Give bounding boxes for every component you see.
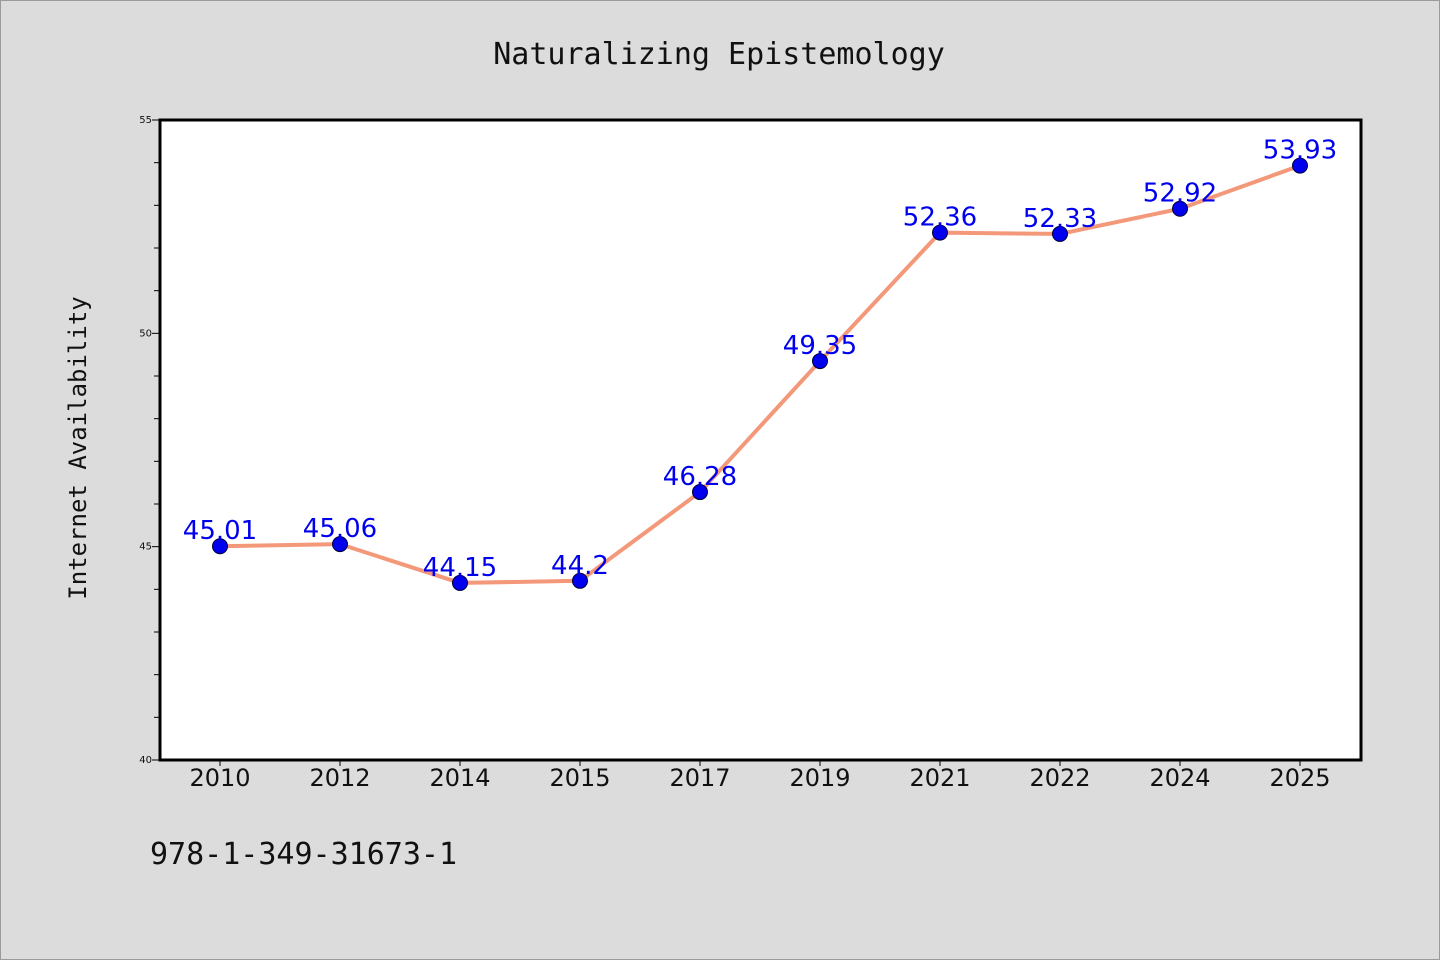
data-point [452, 574, 468, 591]
x-tick-label: 2024 [1149, 764, 1210, 792]
x-tick-label: 2022 [1029, 764, 1090, 792]
x-tick-label: 2025 [1269, 764, 1330, 792]
data-point [692, 484, 708, 501]
data-label: 52.92 [1143, 179, 1217, 209]
x-tick-label: 2010 [189, 764, 250, 792]
x-tick-label: 2012 [309, 764, 370, 792]
x-axis: 2010 2012 2014 2015 2017 2019 2021 2022 2024 2025 [189, 760, 1331, 792]
data-point [572, 572, 588, 589]
data-label: 44.15 [423, 553, 497, 583]
x-tick-label: 2015 [549, 764, 610, 792]
data-label: 52.33 [1023, 204, 1097, 234]
x-tick-label: 2021 [909, 764, 970, 792]
y-tick-label: 40 [139, 755, 152, 766]
y-axis-label: Internet Availability [64, 296, 92, 599]
x-tick-label: 2019 [789, 764, 850, 792]
data-label: 45.01 [183, 516, 257, 546]
y-axis: 40 45 50 55 [139, 115, 160, 766]
x-tick-label: 2017 [669, 764, 730, 792]
data-point [932, 224, 948, 241]
data-label: 53.93 [1263, 136, 1337, 166]
data-point [212, 538, 228, 555]
data-point [1172, 200, 1188, 217]
x-tick-label: 2014 [429, 764, 490, 792]
data-label: 44.2 [551, 551, 609, 581]
series-line [218, 163, 1302, 585]
data-label: 45.06 [303, 514, 377, 544]
plot-area [158, 118, 1363, 762]
y-tick-label: 45 [139, 542, 152, 553]
data-point [812, 353, 828, 370]
data-point [1292, 157, 1308, 174]
footer-code: 978-1-349-31673-1 [150, 837, 457, 872]
series-layer [212, 157, 1308, 591]
data-point [332, 536, 348, 553]
data-label: 46.28 [663, 462, 737, 492]
data-labels: 45.01 45.06 44.15 44.2 46.28 49.35 52.36 52.33 5… [183, 136, 1337, 583]
data-point [1052, 225, 1068, 242]
chart-title: Naturalizing Epistemology [493, 37, 945, 72]
data-label: 49.35 [783, 331, 857, 361]
y-tick-label: 50 [139, 328, 152, 339]
y-tick-label: 55 [139, 115, 152, 126]
data-label: 52.36 [903, 203, 977, 233]
